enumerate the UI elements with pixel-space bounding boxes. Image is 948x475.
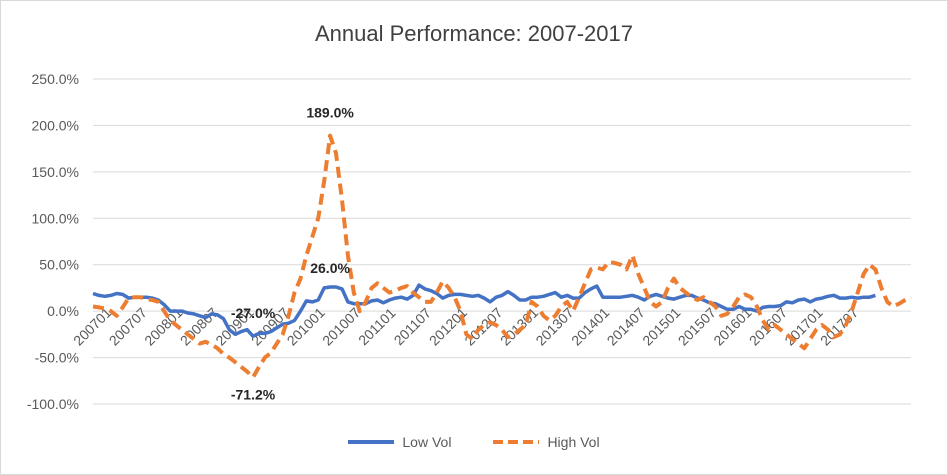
y-tick-label: -100.0%: [27, 396, 79, 412]
data-label: 189.0%: [306, 105, 354, 121]
series-line-low-vol: [92, 283, 876, 338]
y-tick-label: 0.0%: [47, 303, 79, 319]
data-label: -27.0%: [231, 305, 276, 321]
chart-title: Annual Performance: 2007-2017: [315, 21, 633, 46]
y-tick-label: 250.0%: [32, 71, 79, 87]
y-tick-label: -50.0%: [35, 350, 79, 366]
legend-label-high-vol: High Vol: [547, 434, 600, 450]
legend-label-low-vol: Low Vol: [402, 434, 452, 450]
legend: Low Vol High Vol: [1, 434, 947, 450]
data-label: 26.0%: [310, 260, 350, 276]
legend-swatch-high-vol: [493, 440, 540, 444]
legend-swatch-low-vol: [348, 440, 395, 444]
series-line-high-vol: [92, 133, 912, 380]
y-tick-label: 150.0%: [32, 164, 79, 180]
y-tick-label: 200.0%: [32, 117, 79, 133]
y-tick-label: 100.0%: [32, 210, 79, 226]
legend-item-high-vol: High Vol: [493, 434, 600, 450]
legend-item-low-vol: Low Vol: [348, 434, 451, 450]
data-label: -71.2%: [231, 386, 276, 402]
y-tick-label: 50.0%: [39, 257, 79, 273]
